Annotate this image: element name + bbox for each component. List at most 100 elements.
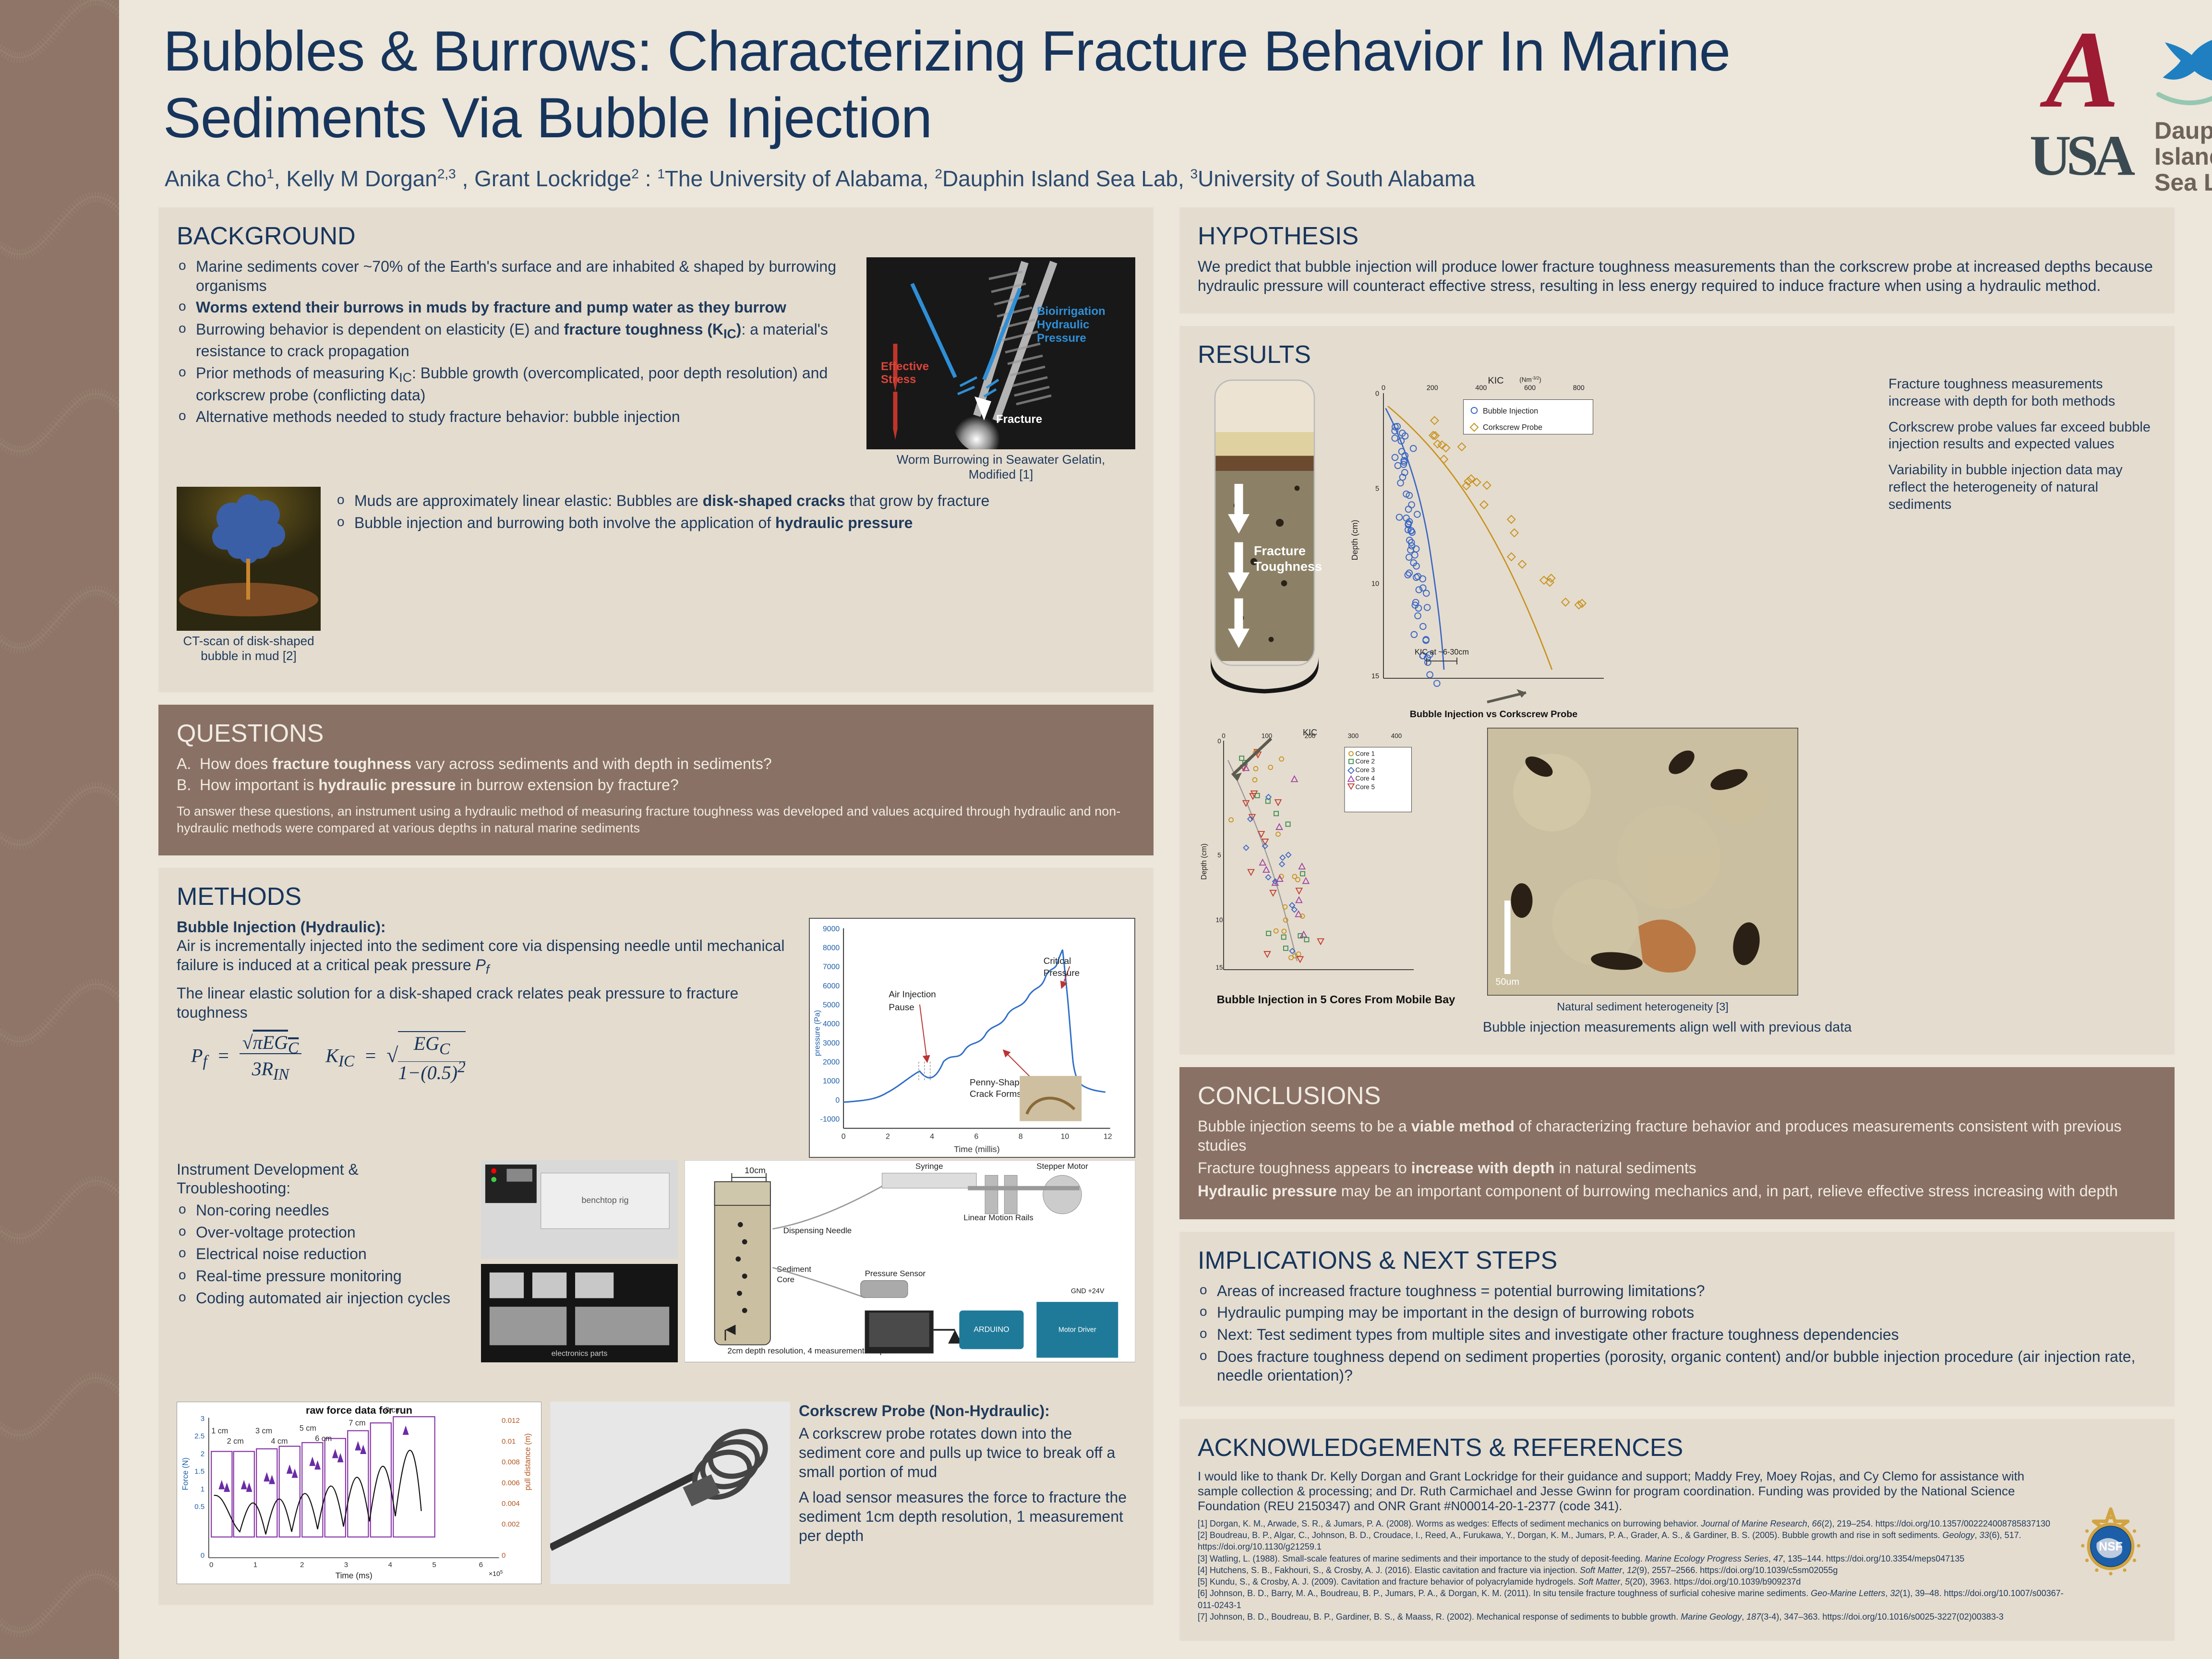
svg-text:0: 0 [1222, 733, 1226, 740]
svg-text:400: 400 [1475, 385, 1487, 392]
svg-text:4: 4 [388, 1561, 392, 1569]
svg-text:50um: 50um [1496, 977, 1519, 987]
svg-text:0: 0 [209, 1561, 213, 1569]
svg-text:Core 5: Core 5 [1356, 783, 1375, 791]
svg-text:0.004: 0.004 [502, 1500, 520, 1508]
svg-text:100: 100 [1262, 733, 1273, 740]
svg-text:1: 1 [253, 1561, 257, 1569]
svg-text:7 cm: 7 cm [349, 1419, 365, 1427]
svg-text:5 cm: 5 cm [300, 1424, 316, 1432]
svg-text:400: 400 [1391, 733, 1402, 740]
svg-text:Toughness: Toughness [1254, 559, 1322, 574]
svg-text:Bubble Injection: Bubble Injection [1483, 407, 1538, 416]
svg-text:12: 12 [1104, 1132, 1112, 1141]
svg-text:6: 6 [974, 1132, 979, 1141]
svg-text:Syringe: Syringe [915, 1161, 943, 1170]
svg-text:Core 3: Core 3 [1356, 767, 1375, 774]
svg-text:KIC at ~6-30cm: KIC at ~6-30cm [1415, 648, 1469, 657]
svg-text:1: 1 [201, 1485, 204, 1493]
svg-text:Force (N): Force (N) [181, 1457, 190, 1490]
svg-text:Air Injection: Air Injection [889, 989, 936, 999]
svg-text:-1000: -1000 [820, 1115, 840, 1123]
svg-text:0.01: 0.01 [502, 1437, 516, 1445]
svg-text:6000: 6000 [823, 982, 840, 990]
svg-text:Core 1: Core 1 [1356, 750, 1375, 757]
svg-text:0.008: 0.008 [502, 1458, 520, 1466]
svg-text:Critical: Critical [1044, 956, 1071, 966]
svg-text:Dispensing Needle: Dispensing Needle [783, 1226, 852, 1235]
svg-text:5: 5 [432, 1561, 436, 1569]
svg-text:8000: 8000 [823, 944, 840, 952]
svg-text:15: 15 [1371, 673, 1379, 680]
svg-text:Crack Forms: Crack Forms [970, 1089, 1022, 1099]
svg-text:Depth (cm): Depth (cm) [1200, 844, 1208, 880]
svg-text:5000: 5000 [823, 1001, 840, 1009]
svg-text:1 cm: 1 cm [211, 1426, 228, 1435]
svg-text:4000: 4000 [823, 1020, 840, 1028]
svg-text:2 cm: 2 cm [227, 1437, 244, 1445]
svg-text:6: 6 [479, 1561, 483, 1569]
svg-text:Fracture: Fracture [1254, 544, 1306, 558]
svg-text:0.006: 0.006 [502, 1479, 520, 1487]
svg-text:3: 3 [344, 1561, 348, 1569]
svg-text:0.5: 0.5 [194, 1503, 204, 1511]
svg-text:0: 0 [1375, 390, 1379, 398]
svg-text:Time (ms): Time (ms) [336, 1571, 373, 1580]
svg-text:8: 8 [1019, 1132, 1023, 1141]
svg-text:3: 3 [201, 1414, 204, 1422]
svg-text:3000: 3000 [823, 1039, 840, 1047]
svg-text:15: 15 [1215, 964, 1223, 971]
svg-text:0.012: 0.012 [502, 1417, 520, 1425]
svg-text:0.002: 0.002 [502, 1520, 520, 1528]
svg-text:10cm: 10cm [745, 1165, 766, 1175]
svg-text:Linear Motion Rails: Linear Motion Rails [963, 1213, 1033, 1222]
svg-text:1.5: 1.5 [194, 1467, 204, 1476]
svg-text:benchtop rig: benchtop rig [581, 1195, 628, 1205]
svg-text:10: 10 [1215, 916, 1223, 924]
svg-text:200: 200 [1305, 733, 1316, 740]
svg-text:Corkscrew Probe: Corkscrew Probe [1483, 423, 1542, 432]
svg-text:0: 0 [1217, 738, 1221, 745]
svg-text:5: 5 [1217, 852, 1221, 859]
svg-text:0: 0 [502, 1551, 505, 1560]
svg-text:3 cm: 3 cm [255, 1426, 272, 1435]
svg-text:Depth (cm): Depth (cm) [1350, 520, 1359, 561]
svg-text:electronics parts: electronics parts [552, 1349, 608, 1358]
svg-text:2: 2 [201, 1450, 204, 1458]
svg-text:200: 200 [1427, 385, 1438, 392]
svg-text:NSF: NSF [2099, 1540, 2122, 1553]
svg-text:10: 10 [1061, 1132, 1070, 1141]
svg-text:0: 0 [842, 1132, 846, 1141]
svg-text:0: 0 [201, 1551, 204, 1560]
svg-text:300: 300 [1348, 733, 1359, 740]
svg-text:Stepper Motor: Stepper Motor [1036, 1161, 1088, 1170]
svg-text:600: 600 [1524, 385, 1536, 392]
svg-text:KIC: KIC [1488, 376, 1504, 386]
svg-text:(Nm-3/2): (Nm-3/2) [1519, 376, 1541, 384]
svg-text:Bubble Injection vs Corkscrew: Bubble Injection vs Corkscrew Probe [1410, 709, 1578, 720]
svg-text:Time (millis): Time (millis) [954, 1144, 999, 1154]
svg-text:Core: Core [777, 1275, 794, 1284]
svg-text:2: 2 [300, 1561, 304, 1569]
svg-text:4 cm: 4 cm [271, 1437, 288, 1445]
svg-text:5: 5 [1375, 485, 1379, 493]
svg-text:ARDUINO: ARDUINO [974, 1325, 1009, 1334]
svg-text:Sediment: Sediment [777, 1264, 811, 1274]
svg-text:Core 2: Core 2 [1356, 758, 1375, 765]
svg-text:7000: 7000 [823, 963, 840, 971]
svg-text:4: 4 [930, 1132, 934, 1141]
svg-text:×105: ×105 [489, 1569, 503, 1577]
svg-text:Pressure Sensor: Pressure Sensor [865, 1269, 926, 1278]
svg-text:9000: 9000 [823, 925, 840, 933]
svg-text:800: 800 [1573, 385, 1585, 392]
svg-text:8 cm: 8 cm [385, 1406, 402, 1414]
svg-text:Core 4: Core 4 [1356, 775, 1375, 782]
svg-text:0: 0 [1382, 385, 1385, 392]
svg-text:2.5: 2.5 [194, 1432, 204, 1440]
svg-text:Pause: Pause [889, 1002, 914, 1012]
svg-text:10: 10 [1371, 580, 1379, 588]
svg-text:Motor Driver: Motor Driver [1058, 1326, 1096, 1334]
svg-text:GND +24V: GND +24V [1071, 1287, 1105, 1295]
svg-text:pressure (Pa): pressure (Pa) [814, 1010, 822, 1056]
svg-text:pull distance (m): pull distance (m) [523, 1433, 532, 1490]
